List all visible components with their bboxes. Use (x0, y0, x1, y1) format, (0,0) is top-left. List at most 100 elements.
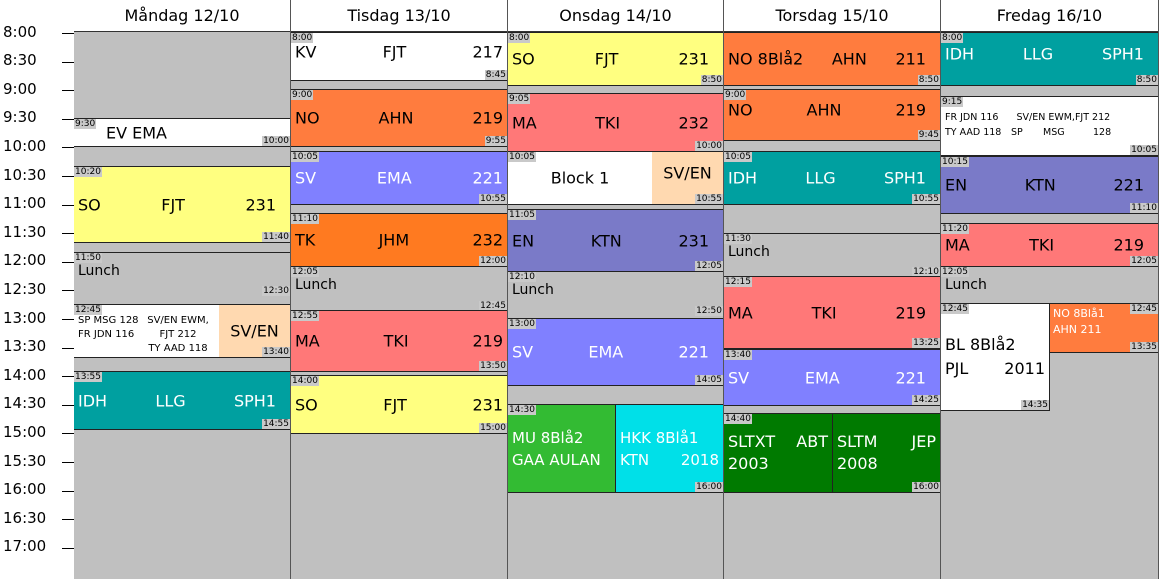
time-label: 12:30 (3, 280, 47, 298)
lesson-subject: MA (945, 235, 970, 255)
lesson-subject: NO (728, 100, 753, 120)
lesson-block[interactable]: 10:20 SO FJT 231 11:40 (74, 166, 290, 243)
end-time: 12:10 (912, 267, 940, 277)
lesson-room: 231 (678, 231, 709, 250)
day-column-friday: Fredag 16/10 8:00 IDH LLG SPH1 8:50 9:15 F… (941, 0, 1159, 579)
lesson-block[interactable]: 8:00 IDH LLG SPH1 8:50 (941, 32, 1158, 86)
lesson-subject: MU 8Blå2 (512, 428, 584, 447)
lesson-subject: SV/EN (230, 321, 279, 341)
lesson-teacher: KTN (590, 231, 622, 250)
lesson-room: 217 (472, 42, 503, 62)
start-time: 14:00 (291, 376, 319, 386)
lesson-block[interactable]: 9:00 NO AHN 219 9:45 (724, 89, 940, 141)
lesson-block[interactable]: 13:00 SV EMA 221 14:05 (508, 318, 723, 386)
start-time: 9:15 (941, 97, 964, 107)
lesson-block[interactable]: 13:55 IDH LLG SPH1 14:55 (74, 371, 290, 430)
end-time: 8:50 (700, 75, 723, 85)
day-column-thursday: Torsdag 15/10 NO 8Blå2 AHN 211 8:50 9:00 N… (724, 0, 941, 579)
lesson-block[interactable]: 12:55 MA TKI 219 13:50 (291, 310, 507, 372)
end-time: 10:00 (262, 136, 290, 146)
start-time: 12:55 (291, 311, 319, 321)
lesson-block[interactable]: 9:30 EV EMA 10:00 (74, 118, 290, 147)
lesson-block[interactable]: 11:20 MA TKI 219 12:05 (941, 223, 1158, 267)
lesson-block[interactable]: 12:15 MA TKI 219 13:25 (724, 276, 940, 349)
end-time: 9:55 (484, 136, 507, 146)
lesson-block[interactable]: 12:45 SP MSG 128 FR JDN 116 SV/EN EWM, F… (74, 304, 219, 358)
lesson-room: 2008 (837, 454, 878, 473)
end-time: 13:40 (262, 347, 290, 357)
time-tick (62, 348, 74, 349)
lesson-room: 219 (1113, 235, 1144, 255)
lesson-teacher: ABT (796, 432, 828, 451)
lesson-block[interactable]: 10:05 IDH LLG SPH1 10:55 (724, 151, 940, 205)
lesson-detail: SP MSG 128 (78, 315, 139, 326)
lesson-block[interactable]: 9:05 MA TKI 232 10:00 (508, 93, 723, 152)
lesson-teacher: EMA (804, 368, 840, 387)
start-time: 10:20 (74, 167, 102, 177)
lesson-room: 211 (895, 49, 926, 69)
lesson-teacher: FJT (594, 49, 619, 69)
day-column-monday: Måndag 12/10 9:30 EV EMA 10:00 10:20 SO F… (74, 0, 291, 579)
lesson-block[interactable]: SV/EN 10:55 (652, 151, 723, 205)
lesson-subject: SO (512, 49, 535, 69)
lesson-block[interactable]: 8:00 KV FJT 217 8:45 (291, 32, 507, 81)
time-label: 15:00 (3, 423, 47, 441)
start-time: 13:00 (508, 319, 536, 329)
end-time: 13:35 (1130, 342, 1158, 352)
lesson-subject: EN (945, 175, 968, 195)
lesson-teacher: AHN (806, 100, 842, 120)
start-time: 11:50 (74, 253, 102, 263)
lunch-label: Lunch (295, 277, 337, 293)
lesson-block[interactable]: 11:10 TK JHM 232 12:00 (291, 213, 507, 267)
lunch-block: 11:30 Lunch 12:10 (724, 233, 940, 277)
time-tick (62, 90, 74, 91)
start-time: 14:30 (508, 405, 536, 415)
lesson-block[interactable]: NO 8Blå2 AHN 211 8:50 (724, 32, 940, 86)
lesson-block[interactable]: 9:00 NO AHN 219 9:55 (291, 89, 507, 147)
lesson-block[interactable]: 14:00 SO FJT 231 15:00 (291, 375, 507, 434)
lesson-teacher: LLG (1022, 44, 1054, 64)
start-time: 12:05 (291, 267, 319, 277)
lesson-block[interactable]: 8:00 SO FJT 231 8:50 (508, 32, 723, 86)
lesson-block[interactable]: 10:05 SV EMA 221 10:55 (291, 151, 507, 205)
lesson-room: 231 (678, 49, 709, 69)
lesson-room: SPH1 (233, 391, 276, 410)
time-tick (62, 548, 74, 549)
lesson-room: SPH1 (883, 168, 926, 188)
time-tick (62, 176, 74, 177)
lunch-block: 11:50 Lunch 12:30 (74, 252, 290, 296)
start-time: 12:15 (724, 277, 752, 287)
lesson-block[interactable]: 11:05 EN KTN 231 12:05 (508, 209, 723, 272)
lesson-block[interactable]: 10:05 Block 1 (508, 151, 652, 205)
start-time: 11:05 (508, 210, 536, 220)
day-column-wednesday: Onsdag 14/10 8:00 SO FJT 231 8:50 9:05 MA T… (508, 0, 724, 579)
end-time: 9:45 (917, 130, 940, 140)
lesson-subject: SV (728, 368, 750, 387)
lesson-block[interactable]: SV/EN 13:40 (219, 304, 290, 358)
lesson-block[interactable]: 12:45 NO 8Blå1 AHN 211 13:35 (1050, 303, 1158, 353)
time-label: 11:00 (3, 194, 47, 212)
lesson-teacher: EMA (588, 342, 624, 362)
start-time: 8:00 (941, 33, 964, 43)
lesson-block[interactable]: 13:40 SV EMA 221 14:25 (724, 349, 940, 406)
lesson-block[interactable]: 14:40 SLTXT ABT 2003 (724, 413, 833, 493)
lesson-detail: FR JDN 116 (78, 329, 135, 340)
lesson-block[interactable]: 10:15 EN KTN 221 11:10 (941, 156, 1158, 214)
lesson-subject: EN (512, 231, 535, 250)
lesson-teacher: KTN (1024, 175, 1056, 195)
lesson-block[interactable]: SLTM JEP 2008 16:00 (833, 413, 940, 493)
lesson-teacher: JEP (911, 432, 936, 451)
lesson-subject: SLTXT (728, 432, 776, 451)
lesson-room: 219 (472, 108, 503, 128)
lesson-teacher: LLG (805, 168, 836, 188)
lesson-block[interactable]: 14:30 MU 8Blå2 GAA AULAN (508, 404, 616, 493)
lesson-block[interactable]: 12:45 BL 8Blå2 PJL 2011 14:35 (941, 303, 1050, 411)
time-label: 15:30 (3, 452, 47, 470)
lesson-block[interactable]: HKK 8Blå1 KTN 2018 16:00 (616, 404, 723, 493)
lesson-subject: SO (78, 195, 101, 214)
start-time: 12:45 (941, 304, 969, 314)
start-time: 12:10 (508, 272, 536, 282)
lesson-block[interactable]: 9:15 FR JDN 116 SV/EN EWM,FJT 212 TY AAD … (941, 96, 1158, 156)
end-time: 13:50 (479, 361, 507, 371)
lesson-teacher: TKI (811, 303, 837, 322)
